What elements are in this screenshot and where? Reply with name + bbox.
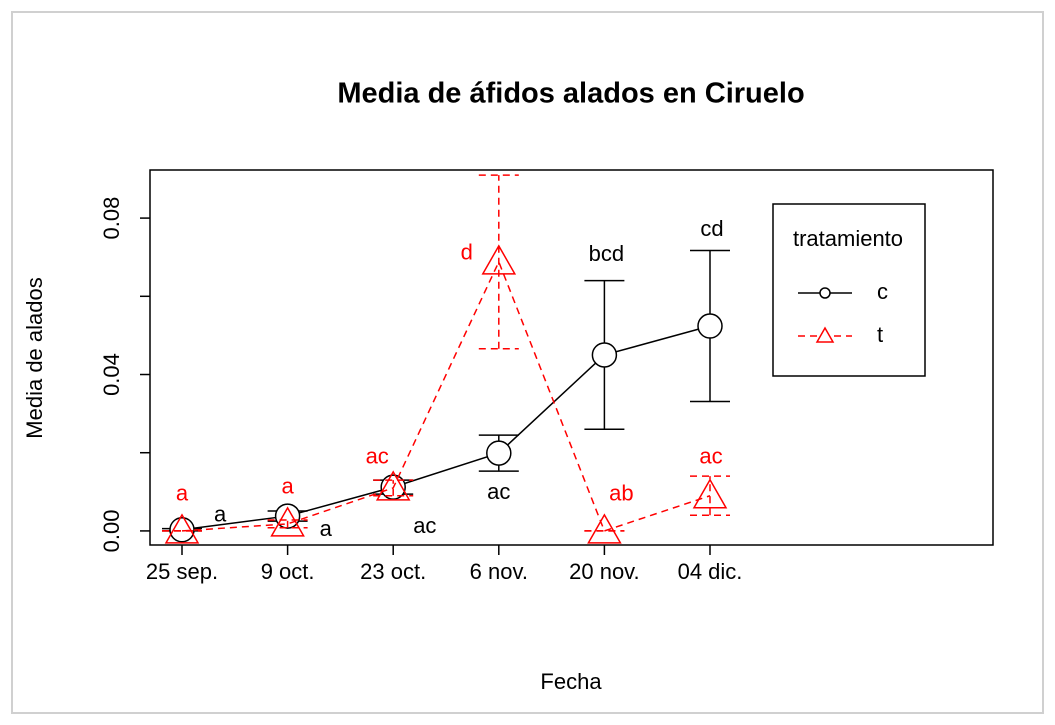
letter-label: ab: [609, 481, 633, 506]
point: [481, 244, 517, 275]
point: [692, 478, 728, 509]
point: [270, 506, 305, 537]
legend-marker: [815, 326, 835, 343]
point: [375, 470, 411, 501]
x-tick-label: 6 nov.: [470, 559, 528, 584]
letter-label: ac: [366, 444, 389, 469]
chart-title: Media de áfidos alados en Ciruelo: [337, 78, 804, 110]
plot-box: [149, 169, 994, 546]
x-tick-label: 9 oct.: [261, 559, 315, 584]
series-line: [181, 259, 711, 532]
letter-label: ac: [487, 479, 510, 504]
legend-marker: [819, 287, 831, 299]
y-tick-label: 0.00: [99, 510, 124, 553]
error-bar: [478, 174, 519, 350]
point: [164, 513, 200, 544]
point: [587, 513, 622, 544]
legend-title: tratamiento: [793, 226, 903, 251]
legend-label: t: [877, 322, 883, 347]
x-tick-label: 04 dic.: [678, 559, 743, 584]
legend-label: c: [877, 279, 888, 304]
letter-label: bcd: [589, 241, 624, 266]
y-tick-label: 0.04: [99, 353, 124, 396]
x-axis-label: Fecha: [540, 669, 602, 694]
letter-label: a: [320, 516, 333, 541]
point: [697, 313, 723, 339]
x-tick-label: 25 sep.: [146, 559, 218, 584]
point: [591, 342, 618, 368]
letter-label: a: [214, 502, 227, 527]
letter-label: a: [281, 474, 294, 499]
letter-label: ac: [699, 444, 722, 469]
letter-label: ac: [413, 513, 436, 538]
letter-label: a: [176, 481, 189, 506]
letter-label: d: [461, 240, 473, 265]
error-bar: [267, 519, 308, 529]
x-tick-label: 23 oct.: [360, 559, 426, 584]
legend-box: [772, 203, 926, 377]
point: [486, 440, 512, 466]
error-bar: [690, 475, 730, 517]
series-line: [181, 325, 711, 531]
letter-label: cd: [700, 216, 723, 241]
y-axis-label: Media de alados: [22, 277, 47, 438]
x-tick-label: 20 nov.: [569, 559, 640, 584]
y-tick-label: 0.08: [99, 197, 124, 240]
